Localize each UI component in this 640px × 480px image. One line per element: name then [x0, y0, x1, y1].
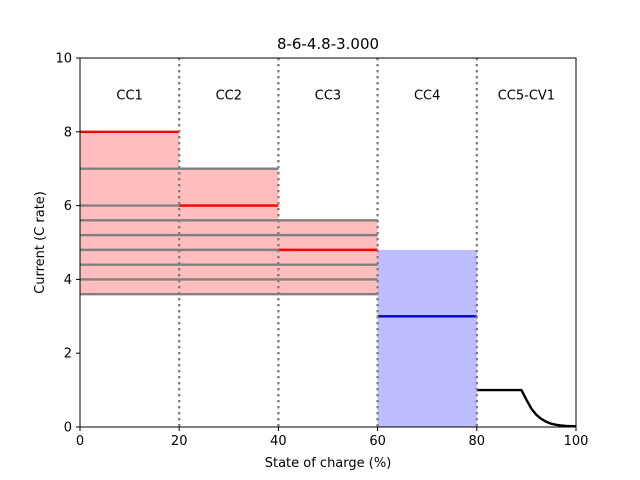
y-tick-label-4: 6 — [64, 199, 72, 214]
x-tick-label-5: 80 — [469, 434, 486, 449]
y-ticks: 0 2 4 6 8 10 — [55, 52, 80, 436]
x-tick-label-6: 100 — [564, 434, 589, 449]
region-labels: CC1 CC2 CC3 CC4 CC5-CV1 — [116, 88, 555, 103]
shaded-region-1 — [80, 131, 180, 295]
x-axis-label: State of charge (%) — [265, 456, 392, 471]
selected-current-lines — [80, 130, 477, 318]
shaded-regions — [80, 131, 477, 427]
x-tick-label-3: 40 — [270, 434, 287, 449]
region-label-1: CC1 — [116, 88, 142, 103]
y-tick-label-6: 10 — [55, 52, 72, 67]
gray-current-levels — [80, 167, 378, 296]
axes-frame — [79, 57, 577, 428]
chart-title: 8-6-4.8-3.000 — [277, 35, 379, 53]
x-tick-label-4: 60 — [369, 434, 386, 449]
stage-boundaries — [177, 58, 478, 427]
region-label-5: CC5-CV1 — [498, 88, 555, 103]
region-label-2: CC2 — [216, 88, 242, 103]
cccv-curve — [476, 388, 577, 428]
x-ticks: 0 20 40 60 80 100 — [76, 427, 589, 449]
shaded-region-3 — [278, 220, 378, 295]
y-axis-label: Current (C rate) — [33, 191, 48, 294]
y-tick-label-3: 4 — [64, 273, 72, 288]
region-label-4: CC4 — [414, 88, 440, 103]
y-tick-label-5: 8 — [64, 125, 72, 140]
shaded-region-2 — [179, 168, 279, 295]
cccv-curve-group — [476, 388, 577, 428]
x-tick-label-1: 0 — [76, 434, 84, 449]
y-tick-label-2: 2 — [64, 347, 72, 362]
y-tick-label-1: 0 — [64, 421, 72, 436]
x-tick-label-2: 20 — [171, 434, 188, 449]
region-label-3: CC3 — [315, 88, 341, 103]
shaded-region-4 — [377, 249, 477, 427]
